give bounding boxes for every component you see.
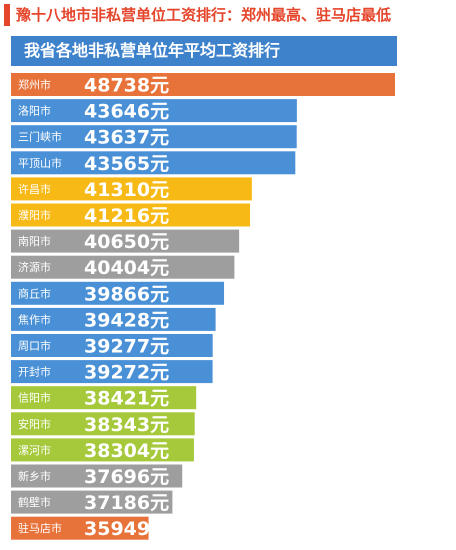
bar: [11, 464, 183, 488]
value-label: 43646元: [84, 101, 169, 123]
category-label: 焦作市: [18, 312, 51, 326]
category-label: 许昌市: [18, 182, 51, 196]
value-label: 38304元: [84, 440, 169, 462]
headline: 豫十八地市非私营单位工资排行：郑州最高、驻马店最低: [16, 6, 392, 24]
category-label: 洛阳市: [18, 104, 51, 118]
category-label: 南阳市: [18, 234, 51, 248]
category-label: 信阳市: [18, 391, 51, 405]
value-label: 39866元: [84, 283, 169, 305]
bar: [11, 151, 296, 175]
value-label: 41216元: [84, 205, 169, 227]
value-label: 39272元: [84, 362, 169, 384]
category-label: 鹤壁市: [18, 495, 51, 509]
chart-title-banner: [11, 36, 397, 66]
category-label: 济源市: [18, 260, 51, 274]
category-label: 濮阳市: [18, 208, 51, 222]
bar: [11, 412, 195, 436]
category-label: 驻马店市: [18, 521, 62, 535]
category-label: 郑州市: [18, 78, 51, 92]
bar: [11, 307, 216, 331]
category-label: 周口市: [18, 339, 51, 353]
value-label: 38421元: [84, 388, 169, 410]
value-label: 39277元: [84, 336, 169, 358]
category-label: 平顶山市: [18, 156, 62, 170]
bar: [11, 255, 235, 279]
bar: [11, 99, 297, 123]
bar: [11, 360, 213, 384]
bar: [11, 490, 173, 514]
category-label: 漯河市: [18, 443, 51, 457]
category-label: 三门峡市: [18, 130, 62, 144]
category-label: 安阳市: [18, 417, 51, 431]
value-label: 35949元: [84, 518, 169, 540]
bar: [11, 438, 194, 462]
bar: [11, 203, 251, 227]
bar: [11, 386, 197, 410]
bar: [11, 281, 225, 305]
value-label: 39428元: [84, 309, 169, 331]
bar: [11, 229, 240, 253]
chart-title: 我省各地非私营单位年平均工资排行: [24, 41, 281, 60]
bar: [11, 73, 395, 96]
value-label: 37696元: [84, 466, 169, 488]
bar: [11, 125, 297, 149]
value-label: 40404元: [84, 257, 169, 279]
value-label: 43637元: [84, 127, 169, 149]
category-label: 开封市: [18, 365, 51, 379]
bar: [11, 516, 149, 540]
category-label: 商丘市: [18, 286, 51, 300]
category-label: 新乡市: [18, 469, 51, 483]
value-label: 48738元: [84, 75, 169, 97]
headline-accent-bar: [4, 4, 10, 26]
value-label: 37186元: [84, 492, 169, 514]
bar: [11, 334, 213, 357]
bar: [11, 177, 252, 201]
value-label: 38343元: [84, 414, 169, 436]
value-label: 41310元: [84, 179, 169, 201]
value-label: 43565元: [84, 153, 169, 175]
value-label: 40650元: [84, 231, 169, 253]
